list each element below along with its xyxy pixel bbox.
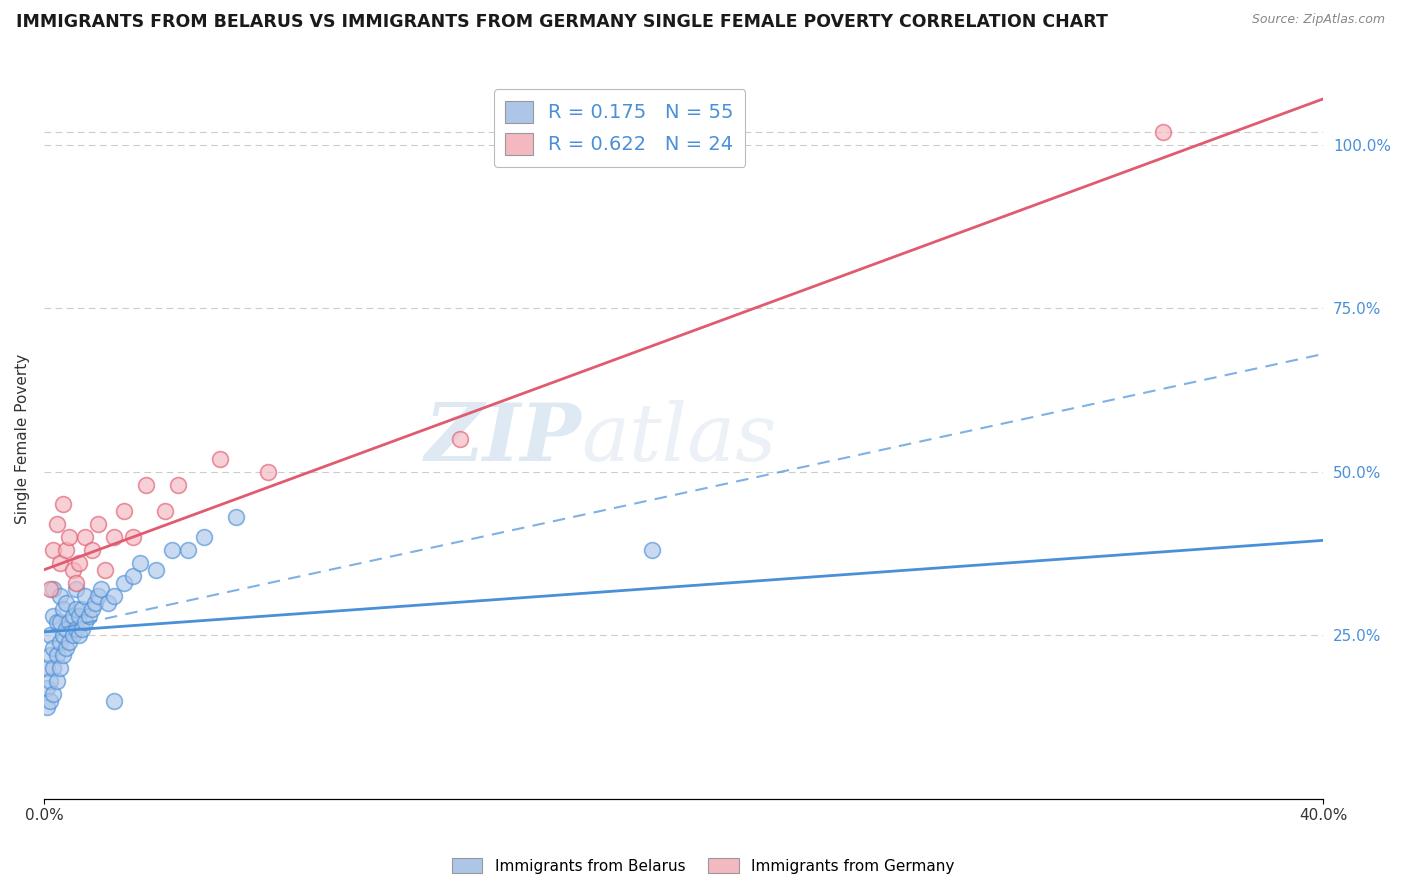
Point <box>84 595 107 609</box>
Point <box>122 530 145 544</box>
Point <box>42 543 65 558</box>
Point <box>193 530 215 544</box>
Point <box>67 608 90 623</box>
Point <box>103 530 125 544</box>
Point <box>160 543 183 558</box>
Point <box>45 648 67 662</box>
Point <box>58 530 80 544</box>
Point <box>67 556 90 570</box>
Point <box>35 681 58 695</box>
Point <box>145 563 167 577</box>
Point <box>177 543 200 558</box>
Point <box>75 530 97 544</box>
Point <box>80 602 103 616</box>
Point <box>42 661 65 675</box>
Point <box>62 563 84 577</box>
Point <box>75 589 97 603</box>
Point <box>52 602 75 616</box>
Point <box>90 582 112 597</box>
Point <box>35 661 58 675</box>
Text: IMMIGRANTS FROM BELARUS VS IMMIGRANTS FROM GERMANY SINGLE FEMALE POVERTY CORRELA: IMMIGRANTS FROM BELARUS VS IMMIGRANTS FR… <box>17 13 1108 31</box>
Point <box>167 477 190 491</box>
Point <box>55 622 77 636</box>
Point <box>39 648 62 662</box>
Legend: Immigrants from Belarus, Immigrants from Germany: Immigrants from Belarus, Immigrants from… <box>446 852 960 880</box>
Point <box>77 608 100 623</box>
Point <box>49 589 72 603</box>
Y-axis label: Single Female Poverty: Single Female Poverty <box>15 354 30 524</box>
Point <box>87 516 110 531</box>
Point <box>52 648 75 662</box>
Point <box>225 510 247 524</box>
Point <box>62 608 84 623</box>
Point <box>103 693 125 707</box>
Point <box>55 543 77 558</box>
Point <box>49 661 72 675</box>
Point <box>128 556 150 570</box>
Point <box>112 504 135 518</box>
Point <box>58 634 80 648</box>
Point <box>1152 124 1174 138</box>
Point <box>103 589 125 603</box>
Point <box>52 497 75 511</box>
Point <box>45 516 67 531</box>
Point <box>45 615 67 629</box>
Point <box>97 595 120 609</box>
Point <box>39 693 62 707</box>
Point <box>72 622 94 636</box>
Point <box>112 575 135 590</box>
Point <box>49 556 72 570</box>
Point <box>80 543 103 558</box>
Point <box>39 582 62 597</box>
Point <box>135 477 157 491</box>
Point <box>55 595 77 609</box>
Point <box>45 673 67 688</box>
Point <box>155 504 177 518</box>
Point <box>72 602 94 616</box>
Text: Source: ZipAtlas.com: Source: ZipAtlas.com <box>1251 13 1385 27</box>
Text: ZIP: ZIP <box>425 401 581 478</box>
Point <box>42 582 65 597</box>
Point <box>208 451 231 466</box>
Point <box>52 628 75 642</box>
Point <box>67 628 90 642</box>
Point <box>65 582 87 597</box>
Point <box>39 628 62 642</box>
Point <box>93 563 115 577</box>
Point <box>75 615 97 629</box>
Point <box>65 602 87 616</box>
Point <box>65 622 87 636</box>
Point <box>49 634 72 648</box>
Point <box>49 615 72 629</box>
Point <box>42 641 65 656</box>
Point <box>42 608 65 623</box>
Point <box>42 687 65 701</box>
Point <box>58 615 80 629</box>
Point <box>87 589 110 603</box>
Point <box>122 569 145 583</box>
Point <box>35 700 58 714</box>
Legend: R = 0.175   N = 55, R = 0.622   N = 24: R = 0.175 N = 55, R = 0.622 N = 24 <box>494 89 745 167</box>
Point <box>640 543 662 558</box>
Text: atlas: atlas <box>581 401 776 478</box>
Point <box>62 628 84 642</box>
Point <box>65 575 87 590</box>
Point <box>449 432 471 446</box>
Point <box>39 673 62 688</box>
Point <box>256 465 278 479</box>
Point <box>55 641 77 656</box>
